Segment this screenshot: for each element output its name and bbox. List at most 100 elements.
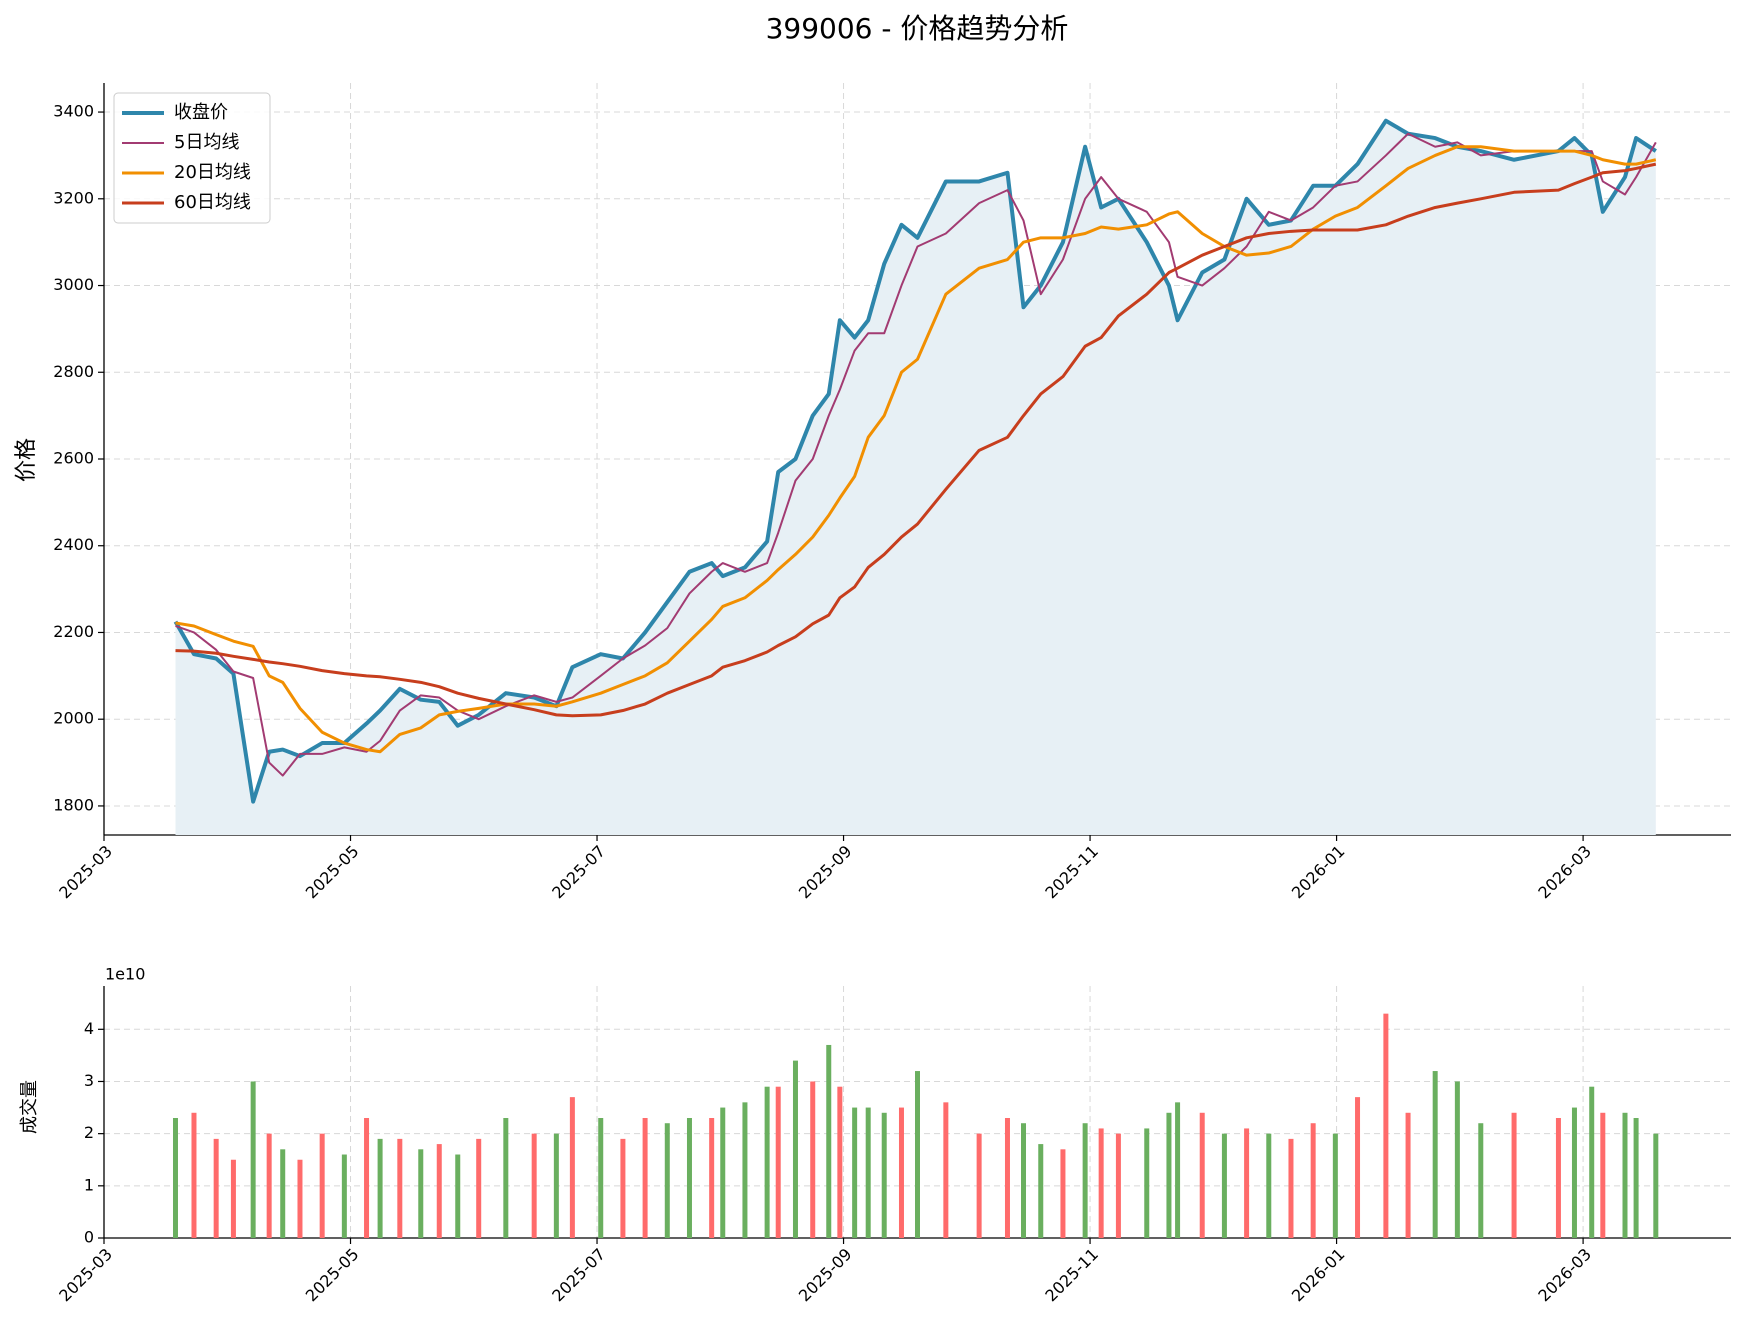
series-line [173,118,1657,804]
volume-bar [826,1044,832,1238]
chart-title: 399006 - 价格趋势分析 [766,12,1069,45]
y-tick-label: 2 [84,1123,94,1142]
y-tick-label: 3400 [53,102,94,121]
volume-bar [1244,1128,1250,1238]
volume-bar [810,1081,816,1238]
volume-bar [1004,1118,1010,1238]
volume-bar [898,1107,904,1238]
volume-bar [620,1138,626,1238]
volume-bar [1432,1071,1438,1238]
volume-bar [341,1154,347,1238]
volume-bar [915,1071,920,1238]
y-tick-label: 3200 [53,188,94,207]
volume-bar [1633,1118,1639,1238]
volume-bar [1589,1086,1595,1238]
x-tick-label: 2026-03 [1534,842,1595,903]
volume-bar [1600,1112,1606,1238]
volume-bar [976,1133,982,1238]
volume-bar [280,1149,286,1238]
volume-bar [775,1086,781,1238]
y-tick-label: 3000 [53,275,94,294]
volume-bar [1555,1118,1561,1238]
volume-bar [1266,1133,1272,1238]
x-tick-label: 2025-11 [1041,842,1102,903]
volume-bar [503,1118,509,1238]
x-tick-label: 2026-01 [1288,842,1349,903]
volume-bar [319,1133,325,1238]
volume-bar [686,1118,692,1238]
volume-bar [664,1123,670,1238]
volume-bar [266,1133,272,1238]
legend-label: 60日均线 [174,192,251,213]
y-tick-label: 2600 [53,449,94,468]
y-tick-label: 1800 [53,795,94,814]
volume-bar [377,1138,383,1238]
volume-bar [418,1149,424,1238]
legend-label: 20日均线 [174,162,251,183]
volume-bar [1199,1112,1205,1238]
volume-bar [943,1102,949,1238]
volume-bar [1454,1081,1460,1238]
volume-bar [1622,1112,1628,1238]
volume-bar [1288,1138,1294,1238]
volume-bar [436,1144,442,1238]
y-tick-label: 3 [84,1071,94,1090]
volume-bar [230,1159,236,1238]
x-tick-label: 2025-09 [795,842,856,903]
volume-bar [742,1102,748,1238]
y-axis-label: 成交量 [19,1080,40,1134]
volume-bar [297,1159,303,1238]
volume-bar [852,1107,858,1238]
x-tick-label: 2025-09 [795,1245,856,1306]
y-tick-label: 2200 [53,622,94,641]
x-tick-label: 2025-11 [1041,1245,1102,1306]
y-tick-label: 4 [84,1019,94,1038]
volume-bar [364,1118,370,1238]
volume-bar [1355,1097,1361,1238]
volume-bar [1332,1133,1338,1238]
volume-bar [1038,1144,1044,1238]
y-tick-label: 1 [84,1175,94,1194]
volume-bar [553,1133,559,1238]
series-line [175,145,1657,754]
series-line [175,132,1657,777]
volume-bar [172,1118,178,1238]
x-tick-label: 2025-07 [548,842,609,903]
volume-bar [792,1060,798,1238]
legend-label: 5日均线 [174,132,239,153]
volume-bar [881,1112,887,1238]
volume-bar [1383,1013,1389,1238]
volume-bar [865,1107,871,1238]
axis-offset-label: 1e10 [105,965,145,984]
volume-bar [1571,1107,1577,1238]
volume-bar [1098,1128,1104,1238]
price-area [175,120,1656,835]
volume-bar [598,1118,604,1238]
volume-bar [1478,1123,1484,1238]
volume-bar [1511,1112,1517,1238]
volume-bar [837,1086,843,1238]
y-tick-label: 2000 [53,709,94,728]
volume-bar [569,1097,575,1238]
x-tick-label: 2025-07 [548,1245,609,1306]
volume-bar [764,1086,770,1238]
volume-bar [1115,1133,1121,1238]
volume-bar [709,1118,715,1238]
volume-bar [1310,1123,1316,1238]
x-tick-label: 2025-05 [302,842,363,903]
volume-bar [397,1138,403,1238]
x-tick-label: 2025-03 [55,1245,116,1306]
volume-bar [720,1107,726,1238]
volume-bar [1082,1123,1088,1238]
x-tick-label: 2025-05 [302,1245,363,1306]
series-line [175,162,1657,718]
volume-bar [191,1112,197,1238]
volume-bar [1060,1149,1066,1238]
x-tick-label: 2026-01 [1288,1245,1349,1306]
volume-bar [455,1154,461,1238]
legend-box [113,92,271,224]
volume-bar [476,1138,482,1238]
volume-bar [1144,1128,1150,1238]
volume-bar [1221,1133,1227,1238]
